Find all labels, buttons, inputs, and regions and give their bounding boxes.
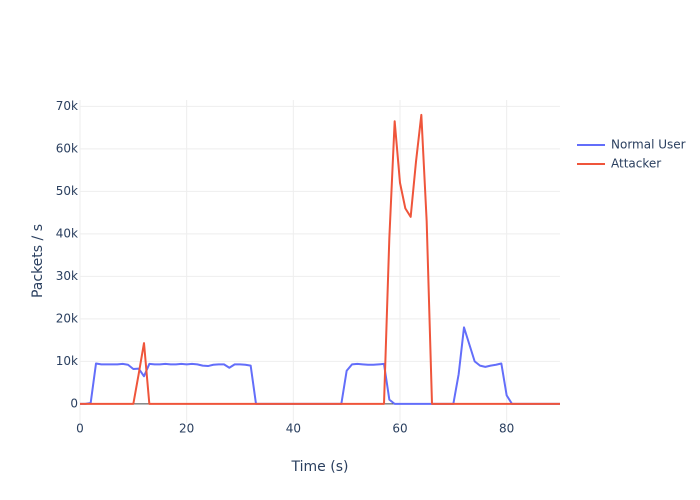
series-line — [80, 113, 560, 405]
y-axis-title: Packets / s — [30, 224, 46, 298]
x-tick-label: 80 — [499, 422, 514, 436]
legend-label: Normal User — [611, 138, 686, 152]
y-tick-label: 0 — [70, 396, 78, 410]
x-tick-label: 60 — [392, 422, 407, 436]
y-tick-label: 60k — [56, 141, 78, 155]
y-tick-label: 20k — [56, 311, 78, 325]
y-tick-label: 70k — [56, 99, 78, 113]
y-tick-label: 40k — [56, 226, 78, 240]
x-tick-label: 40 — [286, 422, 301, 436]
legend-label: Attacker — [611, 157, 661, 171]
y-tick-label: 10k — [56, 354, 78, 368]
x-tick-label: 0 — [76, 422, 84, 436]
y-tick-label: 50k — [56, 184, 78, 198]
x-tick-label: 20 — [179, 422, 194, 436]
y-tick-label: 30k — [56, 269, 78, 283]
x-axis-title: Time (s) — [291, 459, 349, 475]
